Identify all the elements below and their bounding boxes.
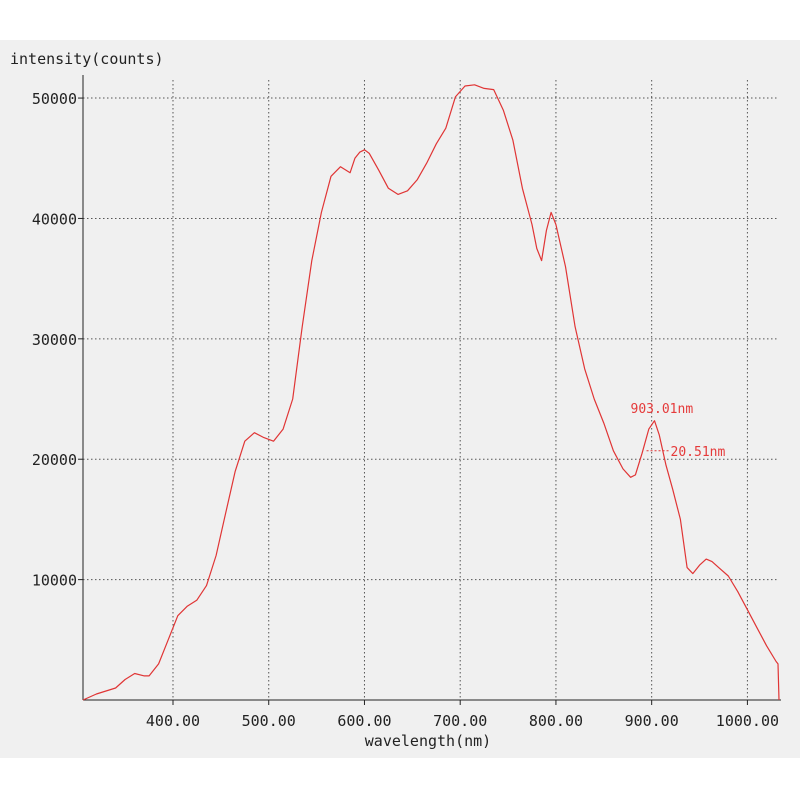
peak-wavelength-label: 903.01nm	[631, 402, 694, 417]
spectrum-chart: 400.00 500.00 600.00 700.00 800.00 900.00 1000…	[10, 50, 781, 750]
x-tick-label: 1000.00	[716, 712, 779, 730]
x-tick-label: 900.00	[625, 712, 679, 730]
y-tick-label: 10000	[32, 572, 77, 590]
chart-panel: 400.00 500.00 600.00 700.00 800.00 900.00 1000…	[0, 40, 800, 758]
axes	[78, 75, 781, 705]
series	[82, 84, 780, 701]
x-tick-label: 700.00	[433, 712, 487, 730]
spectrum-line	[82, 84, 780, 701]
annotations: 903.01nm 20.51nm	[631, 402, 726, 460]
tick-labels: 400.00 500.00 600.00 700.00 800.00 900.00 1000…	[32, 90, 779, 730]
y-tick-label: 50000	[32, 90, 77, 108]
x-tick-label: 500.00	[242, 712, 296, 730]
x-tick-label: 600.00	[337, 712, 391, 730]
x-axis-title: wavelength(nm)	[365, 732, 491, 750]
x-tick-label: 400.00	[146, 712, 200, 730]
y-tick-label: 30000	[32, 331, 77, 349]
fwhm-label: 20.51nm	[671, 445, 726, 460]
x-tick-label: 800.00	[529, 712, 583, 730]
grid	[83, 80, 779, 700]
y-axis-title: intensity(counts)	[10, 50, 164, 68]
y-tick-label: 40000	[32, 210, 77, 228]
y-tick-label: 20000	[32, 451, 77, 469]
